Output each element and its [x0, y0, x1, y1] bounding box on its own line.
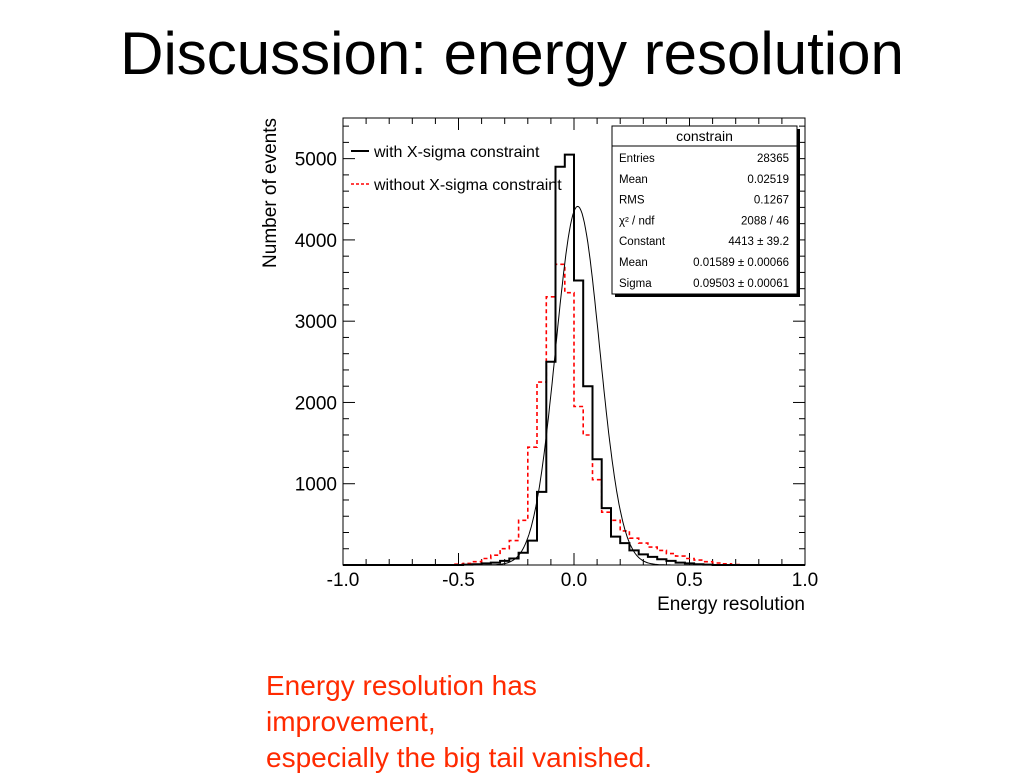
x-tick-label: 0.0: [561, 570, 587, 591]
y-tick-label: 3000: [295, 312, 337, 333]
stats-row-label: Constant: [619, 236, 666, 248]
stats-row-value: 2088 / 46: [741, 215, 789, 227]
y-tick-label: 2000: [295, 393, 337, 414]
gaussian-fit-curve: [343, 205, 805, 566]
x-tick-label: 0.5: [676, 570, 702, 591]
y-tick-label: 5000: [295, 150, 337, 171]
y-tick-label: 1000: [295, 475, 337, 496]
caption-line-2: improvement,: [266, 706, 436, 737]
caption: Energy resolution has improvement, espec…: [266, 668, 766, 776]
x-tick-label: -1.0: [327, 570, 360, 591]
stats-row-value: 4413 ± 39.2: [728, 236, 789, 248]
x-tick-label: -0.5: [442, 570, 475, 591]
stats-row-label: Mean: [619, 174, 648, 186]
legend-label-without: without X-sigma constraint: [373, 177, 562, 194]
stats-row-value: 28365: [757, 153, 789, 165]
stats-row-label: RMS: [619, 195, 645, 207]
stats-row-value: 0.02519: [747, 174, 789, 186]
stats-row-label: Entries: [619, 153, 655, 165]
x-axis-label: Energy resolution: [657, 594, 805, 615]
stats-row-value: 0.09503 ± 0.00061: [693, 278, 789, 290]
stats-row-label: Sigma: [619, 278, 652, 290]
caption-line-3: especially the big tail vanished.: [266, 742, 653, 773]
stats-box-title: constrain: [676, 128, 733, 144]
y-axis-label: Number of events: [260, 118, 281, 268]
x-tick-label: 1.0: [792, 570, 818, 591]
stats-row-label: Mean: [619, 257, 648, 269]
series-without-constraint: [343, 263, 805, 566]
caption-line-1: Energy resolution has: [266, 670, 537, 701]
stats-row-label: χ² / ndf: [619, 215, 655, 227]
slide-title: Discussion: energy resolution: [120, 20, 904, 87]
stats-row-value: 0.01589 ± 0.00066: [693, 257, 789, 269]
y-tick-label: 4000: [295, 231, 337, 252]
legend-label-with: with X-sigma constraint: [373, 144, 540, 161]
stats-box: [611, 125, 798, 295]
stats-row-value: 0.1267: [754, 195, 789, 207]
